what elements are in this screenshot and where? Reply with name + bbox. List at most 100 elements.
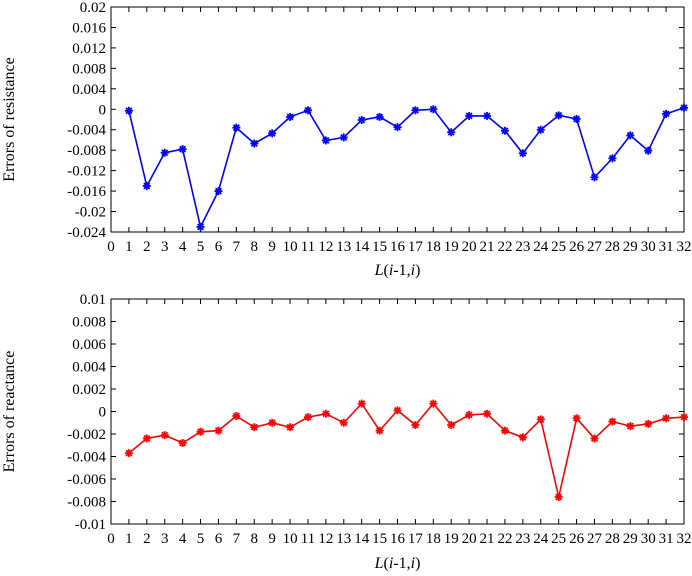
data-point-marker	[375, 426, 384, 435]
x-tick-label: 14	[354, 531, 370, 547]
data-point-marker	[429, 105, 438, 114]
x-tick-label: 11	[301, 239, 315, 255]
data-point-marker	[465, 111, 474, 120]
data-point-marker	[518, 149, 527, 158]
x-tick-label: 15	[372, 531, 387, 547]
series-line	[128, 106, 685, 230]
x-tick-label: 0	[107, 239, 115, 255]
y-tick-label: 0	[99, 405, 107, 421]
y-tick-label: -0.024	[67, 225, 106, 241]
data-point-marker	[214, 426, 223, 435]
x-tick-label: 16	[390, 531, 406, 547]
data-point-marker	[662, 414, 671, 423]
x-tick-label: 20	[462, 239, 477, 255]
y-tick-label: -0.012	[67, 164, 106, 180]
y-tick-label: -0.004	[67, 123, 106, 139]
data-point-marker	[590, 434, 599, 443]
data-point-marker	[357, 116, 366, 125]
data-point-marker	[250, 139, 259, 148]
data-point-marker	[554, 111, 563, 120]
x-tick-label: 17	[408, 239, 424, 255]
data-point-marker	[268, 129, 277, 138]
data-point-marker	[608, 154, 617, 163]
x-tick-label: 23	[515, 531, 530, 547]
x-tick-label: 27	[587, 239, 603, 255]
x-tick-label: 29	[623, 239, 638, 255]
data-point-marker	[680, 103, 688, 112]
x-tick-label: 4	[179, 239, 187, 255]
data-point-marker	[644, 146, 653, 155]
x-tick-label: 32	[677, 531, 692, 547]
x-tick-label: 4	[179, 531, 187, 547]
x-tick-label: 5	[197, 239, 205, 255]
data-point-marker	[303, 413, 312, 422]
x-tick-label: 24	[533, 531, 549, 547]
data-point-marker	[232, 123, 241, 132]
data-point-marker	[608, 417, 617, 426]
x-tick-label: 17	[408, 531, 424, 547]
data-point-marker	[339, 133, 348, 142]
data-point-marker	[411, 421, 420, 429]
x-tick-label: 19	[444, 239, 459, 255]
data-point-marker	[124, 449, 133, 458]
data-point-marker	[626, 131, 635, 140]
x-tick-label: 30	[641, 239, 656, 255]
x-tick-label: 0	[107, 531, 115, 547]
y-tick-label: 0.004	[72, 360, 106, 376]
x-tick-label: 28	[605, 531, 620, 547]
x-tick-label: 15	[372, 239, 387, 255]
y-tick-label: -0.008	[67, 495, 106, 511]
x-tick-label: 2	[143, 239, 151, 255]
data-point-marker	[680, 413, 688, 422]
x-tick-label: 20	[462, 531, 477, 547]
x-tick-label: 31	[659, 239, 674, 255]
data-point-marker	[572, 114, 581, 123]
x-axis-title: L(i-1,i)	[374, 555, 421, 572]
data-point-marker	[142, 181, 151, 190]
x-tick-label: 7	[233, 239, 241, 255]
y-tick-label: -0.016	[67, 184, 106, 200]
reactance-error-chart: 0.01 0.008 0.006 0.004 0.002 0 -0.002 -0.004 -0.…	[1, 292, 692, 572]
x-tick-label: 22	[497, 239, 512, 255]
y-tick-label: -0.002	[67, 427, 106, 443]
x-tick-label: 19	[444, 531, 459, 547]
data-point-marker	[483, 111, 492, 120]
x-tick-label: 3	[161, 531, 169, 547]
x-tick-label: 26	[569, 531, 585, 547]
data-point-marker	[321, 409, 330, 418]
y-tick-label: 0.008	[72, 315, 106, 331]
x-tick-label: 1	[125, 531, 133, 547]
x-tick-label: 27	[587, 531, 603, 547]
data-point-marker	[357, 399, 366, 408]
x-tick-label: 13	[336, 239, 351, 255]
data-point-marker	[196, 222, 205, 231]
y-tick-label: 0.012	[72, 41, 106, 57]
data-point-marker	[590, 173, 599, 182]
data-point-marker	[500, 126, 509, 135]
data-point-marker	[465, 410, 474, 419]
x-tick-label: 1	[125, 239, 133, 255]
data-point-marker	[286, 112, 295, 121]
data-point-marker	[178, 145, 187, 154]
x-tick-label: 5	[197, 531, 205, 547]
data-point-marker	[178, 439, 187, 447]
data-point-marker	[393, 406, 402, 415]
data-point-marker	[536, 125, 545, 134]
x-tick-label: 30	[641, 531, 656, 547]
y-tick-label: 0.004	[72, 82, 106, 98]
data-point-marker	[250, 423, 259, 432]
data-point-marker	[518, 433, 527, 442]
y-tick-label: 0.002	[72, 382, 106, 398]
x-tick-label: 2	[143, 531, 151, 547]
x-tick-label: 7	[233, 531, 241, 547]
y-tick-label: 0.02	[80, 0, 106, 16]
x-tick-label: 18	[426, 239, 441, 255]
x-tick-label: 25	[551, 239, 566, 255]
data-point-marker	[375, 112, 384, 121]
data-point-marker	[500, 426, 509, 435]
data-point-marker	[160, 148, 169, 157]
x-tick-label: 32	[677, 239, 692, 255]
x-tick-label: 23	[515, 239, 530, 255]
x-tick-label: 8	[251, 531, 259, 547]
